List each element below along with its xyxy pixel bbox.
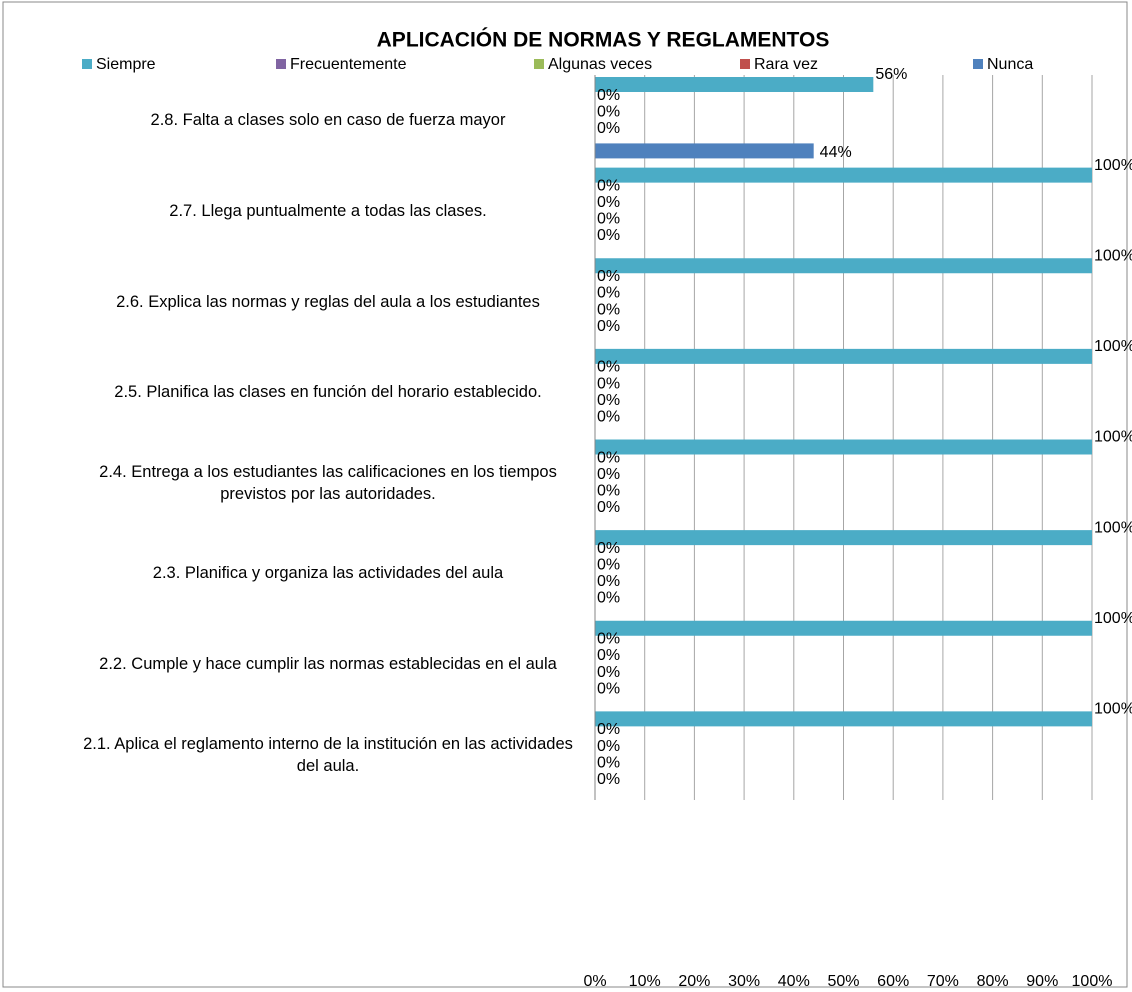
bar <box>595 77 874 92</box>
data-label: 100% <box>1094 701 1132 718</box>
data-label: 44% <box>820 144 852 161</box>
legend-label: Nunca <box>987 56 1033 73</box>
legend-swatch <box>82 59 92 69</box>
x-tick-label: 70% <box>927 973 959 990</box>
data-label: 0% <box>597 375 620 392</box>
legend-swatch <box>740 59 750 69</box>
data-label: 100% <box>1094 157 1132 174</box>
data-label: 0% <box>597 177 620 194</box>
data-label: 0% <box>597 392 620 409</box>
data-label: 0% <box>597 227 620 244</box>
data-label: 100% <box>1094 429 1132 446</box>
data-label: 100% <box>1094 519 1132 536</box>
data-label: 0% <box>597 285 620 302</box>
data-label: 0% <box>597 466 620 483</box>
data-label: 0% <box>597 359 620 376</box>
x-tick-label: 10% <box>629 973 661 990</box>
legend-label: Frecuentemente <box>290 56 407 73</box>
bar <box>595 439 1092 455</box>
legend-label: Algunas veces <box>548 56 652 73</box>
bar <box>595 620 1092 636</box>
data-label: 0% <box>597 211 620 228</box>
data-label: 0% <box>597 194 620 211</box>
x-tick-label: 100% <box>1072 973 1113 990</box>
bar <box>595 143 814 159</box>
data-label: 0% <box>597 301 620 318</box>
category-label: 2.3. Planifica y organiza las actividade… <box>152 564 504 583</box>
data-label: 0% <box>597 631 620 648</box>
data-label: 100% <box>1094 338 1132 355</box>
data-label: 0% <box>597 590 620 607</box>
bar <box>595 711 1092 727</box>
data-label: 0% <box>597 408 620 425</box>
data-label: 0% <box>597 103 620 120</box>
x-tick-label: 30% <box>728 973 760 990</box>
x-tick-label: 50% <box>827 973 859 990</box>
x-tick-label: 80% <box>977 973 1009 990</box>
data-label: 0% <box>597 499 620 516</box>
chart-title: APLICACIÓN DE NORMAS Y REGLAMENTOS <box>377 28 830 52</box>
x-tick-label: 40% <box>778 973 810 990</box>
category-label: 2.8. Falta a clases solo en caso de fuer… <box>150 111 506 130</box>
legend-swatch <box>534 59 544 69</box>
data-label: 0% <box>597 268 620 285</box>
category-label: 2.2. Cumple y hace cumplir las normas es… <box>99 655 557 674</box>
category-label: 2.5. Planifica las clases en función del… <box>114 383 542 402</box>
data-label: 0% <box>597 449 620 466</box>
data-label: 56% <box>875 66 907 83</box>
data-label: 0% <box>597 721 620 738</box>
legend-label: Siempre <box>96 56 156 73</box>
bar <box>595 530 1092 546</box>
data-label: 0% <box>597 754 620 771</box>
data-label: 0% <box>597 573 620 590</box>
bar <box>595 258 1092 274</box>
legend-label: Rara vez <box>754 56 818 73</box>
data-label: 0% <box>597 540 620 557</box>
data-label: 100% <box>1094 610 1132 627</box>
x-tick-label: 0% <box>583 973 606 990</box>
x-tick-label: 90% <box>1026 973 1058 990</box>
data-label: 0% <box>597 680 620 697</box>
category-label: 2.6. Explica las normas y reglas del aul… <box>116 292 540 311</box>
data-label: 0% <box>597 647 620 664</box>
x-tick-label: 60% <box>877 973 909 990</box>
data-label: 0% <box>597 738 620 755</box>
data-label: 0% <box>597 664 620 681</box>
category-label: 2.1. Aplica el reglamento interno de la … <box>83 734 573 775</box>
data-label: 100% <box>1094 247 1132 264</box>
data-label: 0% <box>597 771 620 788</box>
legend-swatch <box>973 59 983 69</box>
data-label: 0% <box>597 87 620 104</box>
data-label: 0% <box>597 483 620 500</box>
bar <box>595 348 1092 364</box>
category-label: 2.7. Llega puntualmente a todas las clas… <box>169 201 487 220</box>
bar <box>595 167 1092 183</box>
data-label: 0% <box>597 318 620 335</box>
legend-swatch <box>276 59 286 69</box>
category-label: 2.4. Entrega a los estudiantes las calif… <box>99 462 557 503</box>
data-label: 0% <box>597 120 620 137</box>
x-tick-label: 20% <box>678 973 710 990</box>
data-label: 0% <box>597 557 620 574</box>
